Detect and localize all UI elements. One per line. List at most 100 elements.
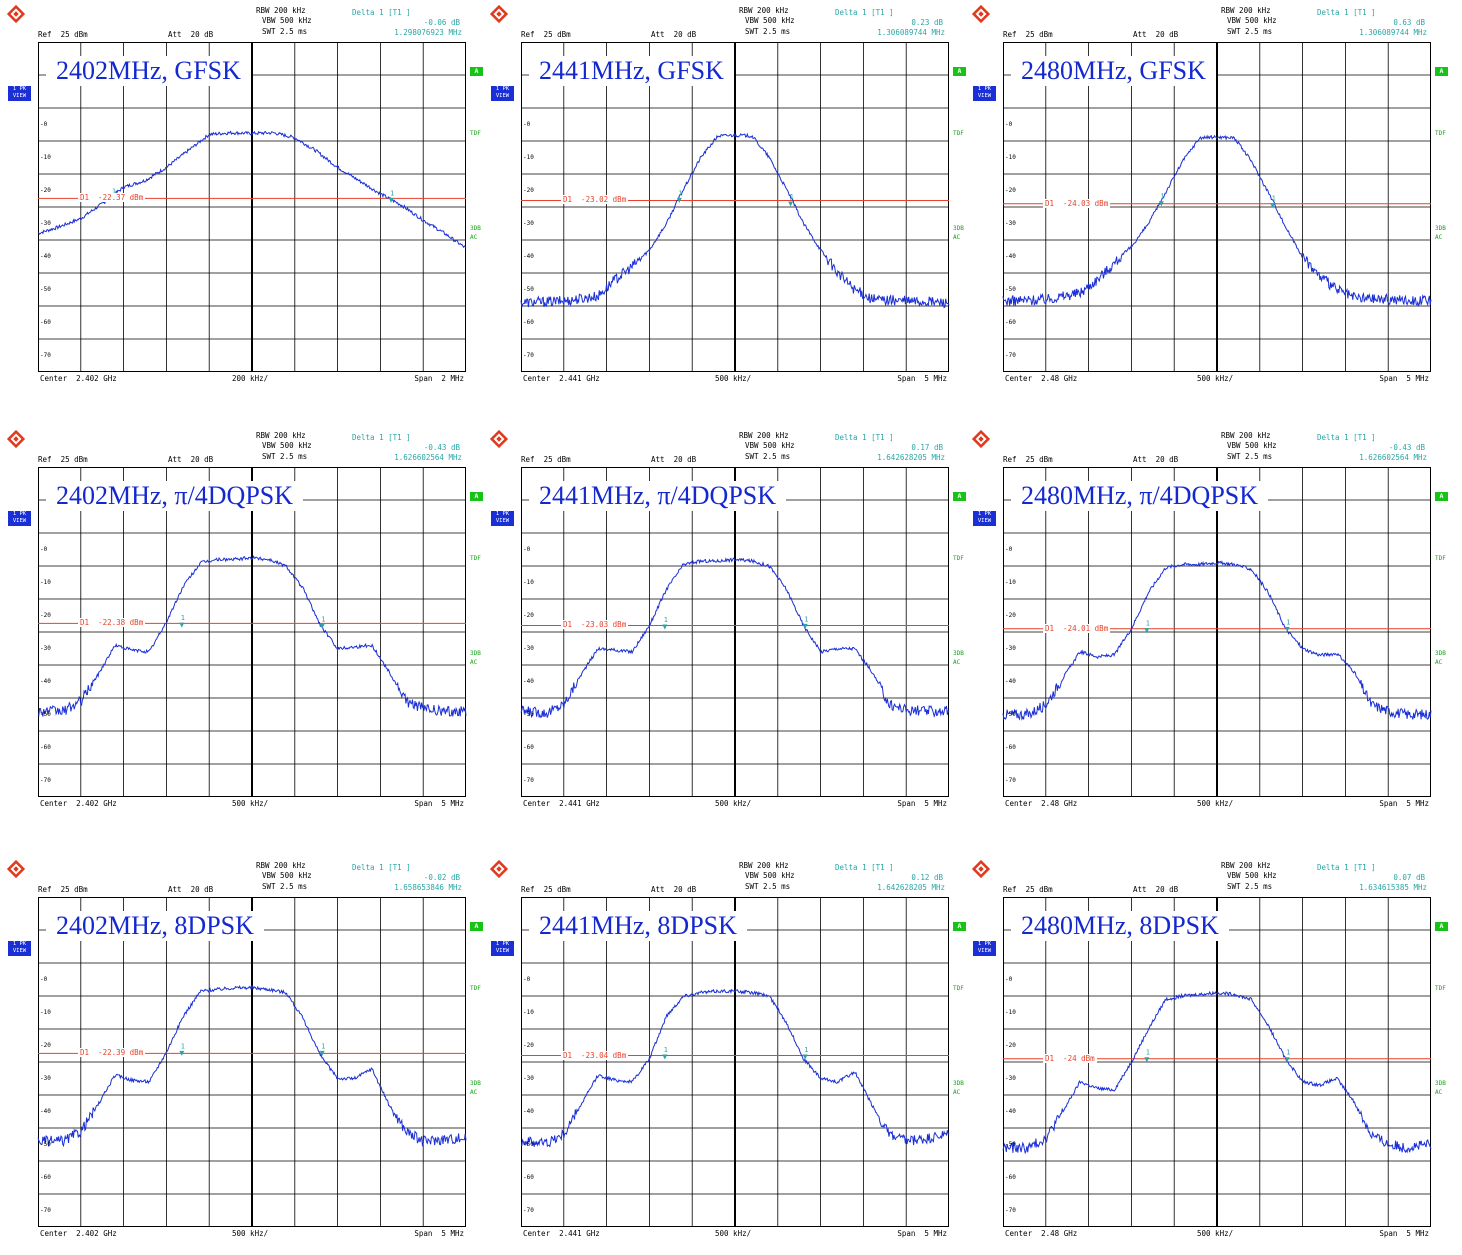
- ref-level-label: Ref 25 dBm: [38, 455, 88, 464]
- y-tick-label: -0: [40, 120, 48, 128]
- swt-label: SWT 2.5 ms: [745, 882, 791, 891]
- per-division-label: 500 kHz/: [715, 1229, 752, 1238]
- y-tick-label: -60: [40, 743, 51, 751]
- y-tick-label: -70: [1005, 1206, 1016, 1214]
- y-tick-label: -60: [523, 743, 534, 751]
- view-label: VIEW: [495, 93, 510, 99]
- pk-label: 1 PK: [495, 86, 510, 92]
- span-label: Span 5 MHz: [414, 799, 464, 808]
- delta-level: -0.02 dB: [423, 873, 460, 882]
- pk-view-badge: 1 PK VIEW: [491, 511, 514, 526]
- y-tick-label: -60: [40, 1173, 51, 1181]
- spectrum-panel: RBW 200 kHz VBW 500 kHz SWT 2.5 ms Ref 25 d…: [965, 0, 1448, 400]
- delta-marker-title: Delta 1 [T1 ]: [352, 863, 411, 872]
- plot-title: 2480MHz, 8DPSK: [1011, 911, 1229, 941]
- trigger-3db-label: 3DB: [953, 225, 964, 232]
- y-tick-label: -60: [523, 1173, 534, 1181]
- y-tick-label: -0: [1005, 120, 1013, 128]
- y-tick-label: -20: [1005, 186, 1016, 194]
- y-tick-label: -10: [523, 1008, 534, 1016]
- swt-label: SWT 2.5 ms: [262, 882, 308, 891]
- y-tick-label: -40: [40, 677, 51, 685]
- trigger-ac-label: AC: [1435, 1089, 1443, 1096]
- tdf-label: TDF: [953, 555, 964, 562]
- marker-number: 1: [664, 1046, 668, 1054]
- rbw-label: RBW 200 kHz: [256, 861, 306, 870]
- delta-1-point: [788, 201, 794, 207]
- ref-level-label: Ref 25 dBm: [521, 30, 571, 39]
- pk-label: 1 PK: [12, 511, 27, 517]
- y-tick-label: -40: [40, 1107, 51, 1115]
- vbw-label: VBW 500 kHz: [745, 871, 795, 880]
- rs-logo-icon: [971, 859, 991, 879]
- per-division-label: 500 kHz/: [1197, 799, 1234, 808]
- marker-number: 1: [804, 1046, 808, 1054]
- y-tick-label: -0: [523, 120, 531, 128]
- attenuation-label: Att 20 dB: [168, 30, 214, 39]
- y-tick-label: -20: [523, 611, 534, 619]
- delta-marker-title: Delta 1 [T1 ]: [1317, 433, 1376, 442]
- y-tick-label: -50: [523, 1140, 534, 1148]
- swt-label: SWT 2.5 ms: [1227, 452, 1273, 461]
- plot-title: 2480MHz, π/4DQPSK: [1011, 481, 1269, 511]
- y-tick-label: -0: [40, 545, 48, 553]
- display-line-label: D1 -22.38 dBm: [78, 618, 146, 628]
- y-tick-label: -40: [1005, 677, 1016, 685]
- y-tick-label: -0: [523, 975, 531, 983]
- ref-level-label: Ref 25 dBm: [1003, 455, 1053, 464]
- tdf-label: TDF: [470, 130, 481, 137]
- view-label: VIEW: [977, 518, 992, 524]
- y-tick-label: -30: [523, 219, 534, 227]
- marker-number: 1: [804, 615, 808, 623]
- trigger-ac-label: AC: [470, 234, 478, 241]
- pk-view-badge: 1 PK VIEW: [973, 86, 996, 101]
- marker-1-point: [662, 1054, 668, 1060]
- delta-frequency: 1.642628205 MHz: [877, 453, 945, 462]
- delta-frequency: 1.634615385 MHz: [1359, 883, 1427, 892]
- delta-frequency: 1.298076923 MHz: [394, 28, 462, 37]
- rbw-label: RBW 200 kHz: [256, 431, 306, 440]
- y-tick-label: -30: [523, 644, 534, 652]
- plot-title: 2402MHz, π/4DQPSK: [46, 481, 304, 511]
- per-division-label: 500 kHz/: [1197, 1229, 1234, 1238]
- trigger-ac-label: AC: [470, 1089, 478, 1096]
- marker-1-point: [1158, 201, 1164, 207]
- plot-title: 2441MHz, π/4DQPSK: [529, 481, 787, 511]
- delta-frequency: 1.658653846 MHz: [394, 883, 462, 892]
- attenuation-label: Att 20 dB: [651, 885, 697, 894]
- view-label: VIEW: [977, 948, 992, 954]
- delta-marker-title: Delta 1 [T1 ]: [352, 433, 411, 442]
- trace-a-badge: A: [953, 492, 966, 501]
- marker-number: 1: [678, 189, 682, 197]
- spectrum-panel: RBW 200 kHz VBW 500 kHz SWT 2.5 ms Ref 25 d…: [965, 425, 1448, 825]
- tdf-label: TDF: [470, 555, 481, 562]
- delta-marker-title: Delta 1 [T1 ]: [835, 433, 894, 442]
- ref-level-label: Ref 25 dBm: [38, 30, 88, 39]
- spectrum-trace: [37, 555, 467, 717]
- tdf-label: TDF: [953, 130, 964, 137]
- span-label: Span 5 MHz: [1379, 799, 1429, 808]
- trace-a-badge: A: [470, 492, 483, 501]
- center-frequency-label: Center 2.48 GHz: [1005, 799, 1078, 808]
- spectrum-trace: [520, 132, 950, 309]
- y-tick-label: -20: [40, 186, 51, 194]
- rs-logo-icon: [971, 4, 991, 24]
- delta-level: 0.63 dB: [1393, 18, 1425, 27]
- y-tick-label: -0: [1005, 975, 1013, 983]
- vbw-label: VBW 500 kHz: [262, 441, 312, 450]
- trigger-ac-label: AC: [1435, 234, 1443, 241]
- y-tick-label: -50: [523, 285, 534, 293]
- ref-level-label: Ref 25 dBm: [38, 885, 88, 894]
- swt-label: SWT 2.5 ms: [1227, 27, 1273, 36]
- delta-1-point: [388, 197, 394, 203]
- y-tick-label: -30: [40, 219, 51, 227]
- trace-a-badge: A: [470, 67, 483, 76]
- rbw-label: RBW 200 kHz: [739, 6, 789, 15]
- pk-view-badge: 1 PK VIEW: [491, 86, 514, 101]
- display-line-label: D1 -24.01 dBm: [1043, 623, 1111, 633]
- span-label: Span 5 MHz: [1379, 1229, 1429, 1238]
- spectrum-trace: [1002, 560, 1432, 721]
- y-tick-label: -60: [523, 318, 534, 326]
- y-tick-label: -30: [1005, 219, 1016, 227]
